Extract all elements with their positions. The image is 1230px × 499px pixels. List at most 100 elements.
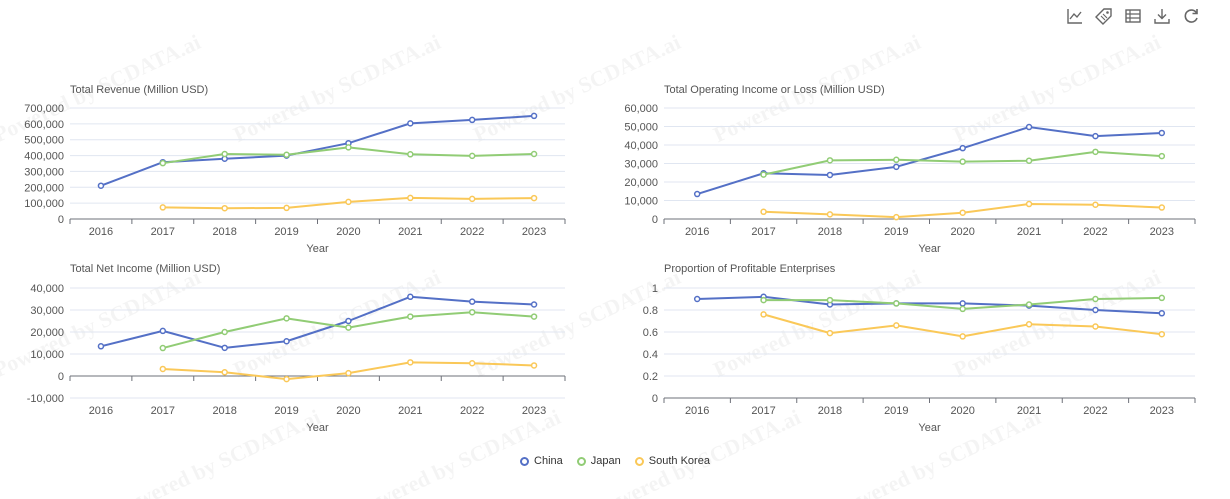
y-tick-label: 0.6 bbox=[643, 327, 658, 339]
data-point-south-korea[interactable] bbox=[345, 369, 352, 377]
data-point-china[interactable] bbox=[97, 343, 105, 350]
data-point-china[interactable] bbox=[407, 120, 414, 127]
data-point-japan[interactable] bbox=[1158, 152, 1166, 160]
data-point-china[interactable] bbox=[345, 317, 352, 325]
x-tick-label: 2019 bbox=[884, 405, 908, 417]
x-axis-title: Year bbox=[306, 243, 329, 255]
data-point-china[interactable] bbox=[468, 298, 476, 305]
line-chart-icon[interactable] bbox=[1065, 6, 1085, 26]
data-point-china[interactable] bbox=[1092, 306, 1099, 314]
x-axis-title: Year bbox=[918, 243, 941, 255]
data-point-china[interactable] bbox=[159, 327, 167, 335]
data-point-china[interactable] bbox=[893, 163, 900, 171]
data-point-japan[interactable] bbox=[345, 144, 352, 151]
data-point-china[interactable] bbox=[530, 301, 538, 308]
y-tick-label: 100,000 bbox=[24, 198, 64, 210]
data-point-china[interactable] bbox=[1025, 123, 1033, 131]
data-point-south-korea[interactable] bbox=[530, 362, 538, 369]
data-point-japan[interactable] bbox=[760, 296, 767, 304]
data-point-china[interactable] bbox=[693, 190, 701, 198]
data-point-japan[interactable] bbox=[159, 344, 167, 352]
data-point-south-korea[interactable] bbox=[221, 369, 228, 376]
data-point-south-korea[interactable] bbox=[468, 359, 476, 367]
data-point-china[interactable] bbox=[1158, 129, 1166, 137]
data-point-south-korea[interactable] bbox=[826, 211, 834, 218]
data-point-japan[interactable] bbox=[345, 324, 352, 331]
data-point-japan[interactable] bbox=[468, 308, 476, 316]
data-point-south-korea[interactable] bbox=[1158, 204, 1166, 211]
data-point-south-korea[interactable] bbox=[159, 204, 167, 211]
data-point-china[interactable] bbox=[530, 112, 538, 120]
legend-item-south-korea[interactable]: South Korea bbox=[634, 455, 710, 467]
data-point-japan[interactable] bbox=[530, 313, 538, 320]
legend-item-japan[interactable]: Japan bbox=[576, 455, 621, 467]
data-point-japan[interactable] bbox=[760, 171, 767, 178]
data-point-china[interactable] bbox=[1092, 132, 1099, 140]
data-point-south-korea[interactable] bbox=[826, 329, 834, 337]
data-point-south-korea[interactable] bbox=[1092, 201, 1099, 209]
data-point-japan[interactable] bbox=[530, 150, 538, 158]
data-point-south-korea[interactable] bbox=[530, 194, 538, 202]
data-point-south-korea[interactable] bbox=[1025, 321, 1033, 328]
x-tick-label: 2021 bbox=[398, 405, 422, 417]
data-point-japan[interactable] bbox=[407, 151, 414, 158]
data-point-south-korea[interactable] bbox=[283, 375, 290, 383]
data-point-japan[interactable] bbox=[1092, 148, 1099, 156]
data-point-south-korea[interactable] bbox=[159, 365, 167, 373]
x-tick-label: 2022 bbox=[1083, 226, 1107, 238]
data-point-japan[interactable] bbox=[283, 315, 290, 322]
data-point-south-korea[interactable] bbox=[893, 322, 900, 329]
data-point-japan[interactable] bbox=[1158, 294, 1166, 302]
data-point-south-korea[interactable] bbox=[1158, 330, 1166, 338]
x-tick-label: 2016 bbox=[89, 405, 113, 417]
data-point-south-korea[interactable] bbox=[760, 311, 767, 318]
data-point-japan[interactable] bbox=[221, 328, 228, 336]
x-tick-label: 2017 bbox=[751, 405, 775, 417]
data-point-japan[interactable] bbox=[893, 156, 900, 164]
data-point-china[interactable] bbox=[959, 144, 966, 152]
data-point-japan[interactable] bbox=[407, 313, 414, 320]
chart-total-net-income-million-usd: Total Net Income (Million USD) -10,000 0 10… bbox=[27, 263, 566, 434]
data-point-south-korea[interactable] bbox=[959, 209, 966, 216]
data-point-south-korea[interactable] bbox=[959, 333, 966, 340]
data-point-south-korea[interactable] bbox=[407, 194, 414, 202]
data-point-south-korea[interactable] bbox=[468, 195, 476, 203]
data-point-china[interactable] bbox=[959, 300, 966, 307]
data-point-south-korea[interactable] bbox=[893, 213, 900, 221]
data-point-japan[interactable] bbox=[221, 150, 228, 158]
data-point-china[interactable] bbox=[1158, 310, 1166, 317]
data-point-japan[interactable] bbox=[1092, 295, 1099, 303]
data-point-japan[interactable] bbox=[826, 296, 834, 304]
tag-icon[interactable] bbox=[1094, 6, 1114, 26]
refresh-icon[interactable] bbox=[1181, 6, 1201, 26]
legend-label-south-korea: South Korea bbox=[648, 455, 710, 467]
download-icon[interactable] bbox=[1152, 6, 1172, 26]
data-point-japan[interactable] bbox=[1025, 157, 1033, 164]
data-point-china[interactable] bbox=[407, 293, 414, 301]
data-point-china[interactable] bbox=[826, 171, 834, 179]
data-point-south-korea[interactable] bbox=[1092, 323, 1099, 330]
data-point-japan[interactable] bbox=[283, 151, 290, 159]
data-point-south-korea[interactable] bbox=[345, 198, 352, 206]
data-point-south-korea[interactable] bbox=[1025, 200, 1033, 208]
data-point-china[interactable] bbox=[468, 116, 476, 124]
legend-item-china[interactable]: China bbox=[520, 455, 563, 467]
y-tick-label: 0.4 bbox=[643, 349, 658, 361]
data-point-south-korea[interactable] bbox=[760, 208, 767, 216]
data-point-south-korea[interactable] bbox=[407, 359, 414, 366]
data-point-japan[interactable] bbox=[468, 152, 476, 160]
data-point-china[interactable] bbox=[283, 337, 290, 345]
data-point-china[interactable] bbox=[693, 295, 701, 303]
data-point-japan[interactable] bbox=[959, 305, 966, 313]
data-point-japan[interactable] bbox=[159, 159, 167, 167]
y-tick-label: 40,000 bbox=[30, 283, 64, 295]
data-view-icon[interactable] bbox=[1123, 6, 1143, 26]
data-point-japan[interactable] bbox=[1025, 301, 1033, 308]
data-point-south-korea[interactable] bbox=[221, 204, 228, 212]
data-point-china[interactable] bbox=[97, 182, 105, 189]
data-point-japan[interactable] bbox=[893, 300, 900, 307]
data-point-china[interactable] bbox=[221, 344, 228, 352]
data-point-south-korea[interactable] bbox=[283, 204, 290, 212]
data-point-japan[interactable] bbox=[826, 157, 834, 164]
data-point-japan[interactable] bbox=[959, 158, 966, 165]
